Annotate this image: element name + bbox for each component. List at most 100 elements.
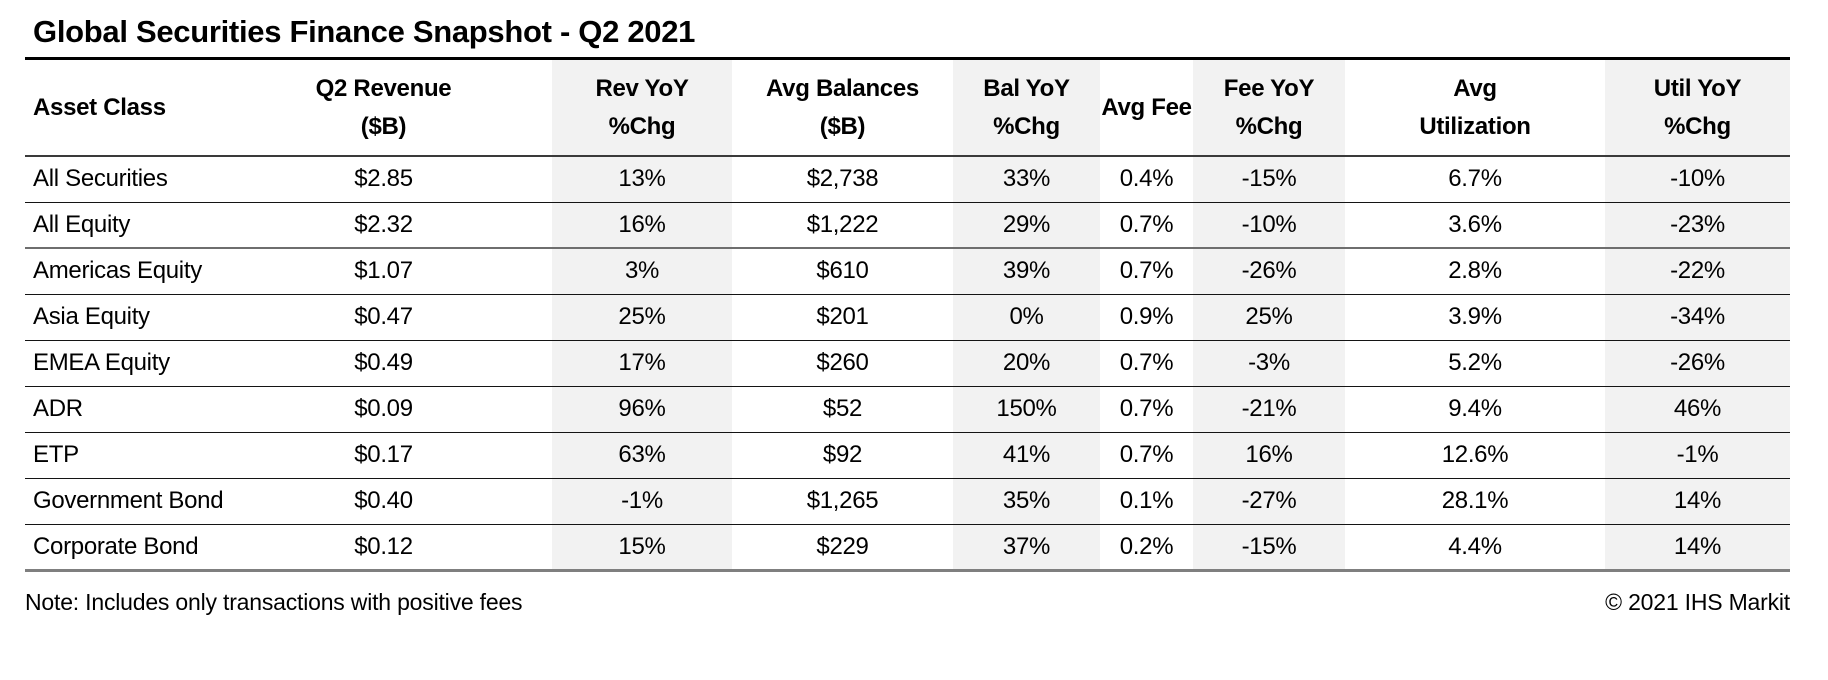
table-row: EMEA Equity $0.49 17% $260 20% 0.7% -3% 5.2% -26… — [25, 340, 1790, 387]
value-cell: 3% — [552, 248, 732, 295]
asset-class-cell: EMEA Equity — [25, 340, 215, 387]
value-cell: $0.17 — [215, 432, 552, 479]
asset-class-cell: All Securities — [25, 156, 215, 203]
value-cell: 15% — [552, 524, 732, 572]
value-cell: 35% — [953, 478, 1100, 525]
table-row: ADR $0.09 96% $52 150% 0.7% -21% 9.4% 46% — [25, 386, 1790, 433]
value-cell: 16% — [552, 202, 732, 249]
value-cell: $0.40 — [215, 478, 552, 525]
column-header-q2-revenue: Q2 Revenue ($B) — [215, 60, 552, 157]
value-cell: $2.85 — [215, 156, 552, 203]
value-cell: 150% — [953, 386, 1100, 433]
asset-class-cell: Americas Equity — [25, 248, 215, 295]
asset-class-cell: Government Bond — [25, 478, 224, 525]
value-cell: $260 — [732, 340, 953, 387]
value-cell: $1.07 — [215, 248, 552, 295]
value-cell: $0.47 — [215, 294, 552, 341]
table-row: All Equity $2.32 16% $1,222 29% 0.7% -10% 3.6% -… — [25, 202, 1790, 249]
value-cell: 14% — [1605, 524, 1790, 572]
value-cell: 25% — [552, 294, 732, 341]
table-body: All Securities $2.85 13% $2,738 33% 0.4% -15% 6… — [25, 156, 1790, 572]
title-block: Global Securities Finance Snapshot - Q2 … — [25, 14, 1790, 60]
table-row: Corporate Bond $0.12 15% $229 37% 0.2% -15% 4.4… — [25, 524, 1790, 572]
value-cell: -23% — [1605, 202, 1790, 249]
value-cell: 0.9% — [1100, 294, 1193, 341]
value-cell: 33% — [953, 156, 1100, 203]
value-cell: 0.7% — [1100, 386, 1193, 433]
value-cell: $52 — [732, 386, 953, 433]
value-cell: $92 — [732, 432, 953, 479]
value-cell: -10% — [1605, 156, 1790, 203]
column-header-fee-yoy: Fee YoY %Chg — [1193, 60, 1345, 157]
value-cell: $2.32 — [215, 202, 552, 249]
value-cell: 3.6% — [1345, 202, 1605, 249]
page-title: Global Securities Finance Snapshot - Q2 … — [33, 14, 696, 49]
table-row: Asia Equity $0.47 25% $201 0% 0.9% 25% 3.9% -34% — [25, 294, 1790, 341]
value-cell: -1% — [1605, 432, 1790, 479]
value-cell: 12.6% — [1345, 432, 1605, 479]
value-cell: 5.2% — [1345, 340, 1605, 387]
value-cell: -10% — [1193, 202, 1345, 249]
value-cell: 17% — [552, 340, 732, 387]
value-cell: 46% — [1605, 386, 1790, 433]
column-header-asset-class: Asset Class — [25, 60, 215, 157]
value-cell: 96% — [552, 386, 732, 433]
value-cell: 0.2% — [1100, 524, 1193, 572]
column-header-rev-yoy: Rev YoY %Chg — [552, 60, 732, 157]
value-cell: 20% — [953, 340, 1100, 387]
value-cell: -34% — [1605, 294, 1790, 341]
value-cell: -3% — [1193, 340, 1345, 387]
value-cell: 25% — [1193, 294, 1345, 341]
column-header-avg-fee: Avg Fee — [1100, 60, 1193, 157]
asset-class-cell: Asia Equity — [25, 294, 215, 341]
value-cell: 28.1% — [1345, 478, 1605, 525]
value-cell: 37% — [953, 524, 1100, 572]
value-cell: -26% — [1605, 340, 1790, 387]
footnote: Note: Includes only transactions with po… — [25, 588, 523, 615]
value-cell: 4.4% — [1345, 524, 1605, 572]
value-cell: -15% — [1193, 524, 1345, 572]
value-cell: -15% — [1193, 156, 1345, 203]
value-cell: -26% — [1193, 248, 1345, 295]
value-cell: -27% — [1193, 478, 1345, 525]
value-cell: 16% — [1193, 432, 1345, 479]
value-cell: 13% — [552, 156, 732, 203]
value-cell: 2.8% — [1345, 248, 1605, 295]
value-cell: 0.7% — [1100, 340, 1193, 387]
column-header-avg-balances: Avg Balances ($B) — [732, 60, 953, 157]
table-row: Government Bond $0.40 -1% $1,265 35% 0.1% -27%… — [25, 478, 1790, 525]
value-cell: -1% — [552, 478, 732, 525]
asset-class-cell: All Equity — [25, 202, 215, 249]
report-page: Global Securities Finance Snapshot - Q2 … — [25, 14, 1790, 616]
value-cell: $610 — [732, 248, 953, 295]
value-cell: $201 — [732, 294, 953, 341]
value-cell: $0.49 — [215, 340, 552, 387]
value-cell: 0.7% — [1100, 432, 1193, 479]
value-cell: 0.7% — [1100, 248, 1193, 295]
value-cell: $0.09 — [215, 386, 552, 433]
value-cell: 3.9% — [1345, 294, 1605, 341]
value-cell: 39% — [953, 248, 1100, 295]
value-cell: $1,265 — [732, 478, 953, 525]
value-cell: 14% — [1605, 478, 1790, 525]
value-cell: 0% — [953, 294, 1100, 341]
value-cell: $0.12 — [215, 524, 552, 572]
value-cell: $2,738 — [732, 156, 953, 203]
value-cell: 9.4% — [1345, 386, 1605, 433]
table-row: Americas Equity $1.07 3% $610 39% 0.7% -26% 2.8… — [25, 248, 1790, 295]
value-cell: 0.4% — [1100, 156, 1193, 203]
value-cell: -21% — [1193, 386, 1345, 433]
value-cell: $1,222 — [732, 202, 953, 249]
data-table: Asset Class Q2 Revenue ($B) Rev YoY %Chg Avg … — [25, 60, 1790, 572]
table-row: All Securities $2.85 13% $2,738 33% 0.4% -15% 6… — [25, 156, 1790, 203]
copyright: © 2021 IHS Markit — [1605, 588, 1790, 615]
value-cell: 0.7% — [1100, 202, 1193, 249]
value-cell: 0.1% — [1100, 478, 1193, 525]
asset-class-cell: Corporate Bond — [25, 524, 215, 572]
column-header-util-yoy: Util YoY %Chg — [1605, 60, 1790, 157]
value-cell: 41% — [953, 432, 1100, 479]
value-cell: 6.7% — [1345, 156, 1605, 203]
value-cell: 29% — [953, 202, 1100, 249]
asset-class-cell: ETP — [25, 432, 215, 479]
table-footer: Note: Includes only transactions with po… — [25, 589, 1790, 616]
